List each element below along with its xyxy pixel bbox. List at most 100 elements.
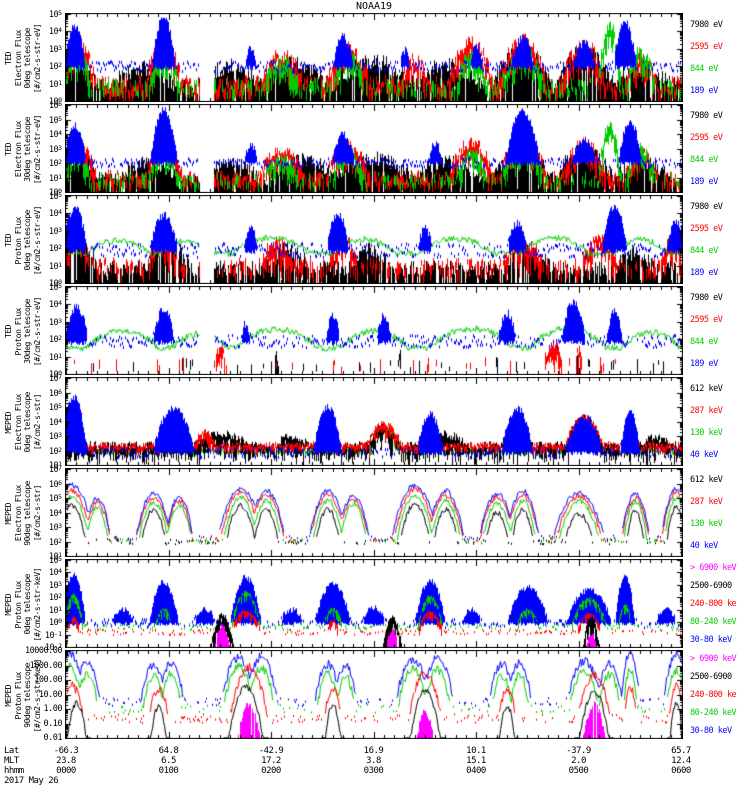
y-tick-label: 107 bbox=[48, 464, 62, 475]
legend-entry: 7980 eV bbox=[690, 201, 723, 212]
y-tick-label: 0.01 bbox=[43, 733, 63, 743]
y-tick-label: 101 bbox=[48, 351, 62, 363]
y-tick-label: 101 bbox=[48, 604, 62, 616]
y-tick-label: 106 bbox=[48, 387, 62, 399]
flux-panel-meped-proton-0deg: MEPED Proton Flux 0deg telescope [#/cm2-s-s… bbox=[0, 555, 750, 653]
y-tick-label: 104 bbox=[48, 208, 62, 220]
y-tick-label: 102 bbox=[48, 592, 62, 604]
x-tick-hhmm: 0400 bbox=[466, 766, 486, 776]
legend-entry: 130 keV bbox=[690, 519, 723, 530]
panel-legend: 7980 eV 2595 eV 844 eV 189 eV bbox=[690, 196, 750, 285]
panel-legend: 7980 eV 2595 eV 844 eV 189 eV bbox=[690, 14, 750, 103]
y-tick-label: 102 bbox=[48, 243, 62, 255]
panel-legend: > 6900 keV 2500-6900 240-800 ke 80-240 keV 3… bbox=[690, 560, 750, 649]
legend-entry: 40 keV bbox=[690, 541, 718, 552]
y-tick-label: 10-1 bbox=[44, 629, 62, 641]
x-tick-mlt: 6.5 bbox=[161, 756, 176, 766]
legend-entry: 240-800 ke bbox=[690, 689, 737, 700]
legend-entry: 189 eV bbox=[690, 177, 718, 188]
legend-entry: 2500-6900 bbox=[690, 672, 732, 683]
legend-entry: 189 eV bbox=[690, 268, 718, 279]
x-tick-hhmm: 0000 bbox=[56, 766, 76, 776]
panel-legend: 7980 eV 2595 eV 844 eV 189 eV bbox=[690, 287, 750, 376]
flux-panel-meped-proton-90deg: MEPED Proton Flux 90deg telescope [#/cm2-s-… bbox=[0, 647, 750, 743]
legend-entry: 80-240 keV bbox=[690, 616, 737, 627]
panel-legend: 7980 eV 2595 eV 844 eV 189 eV bbox=[690, 105, 750, 194]
y-tick-label: 100 bbox=[48, 278, 62, 289]
y-tick-label: 102 bbox=[48, 158, 62, 169]
x-tick-lat: 16.9 bbox=[363, 746, 384, 756]
x-axis-block: Lat MLT hhmm -66.3 23.8 0000 64.8 6.5 0100 -42.9 1… bbox=[0, 742, 750, 800]
legend-entry: 189 eV bbox=[690, 86, 718, 97]
y-tick-label: 101 bbox=[48, 551, 62, 562]
y-tick-label: 103 bbox=[48, 225, 62, 237]
x-tick-hhmm: 0600 bbox=[671, 766, 691, 776]
y-tick-label: 103 bbox=[48, 316, 62, 328]
y-tick-label: 105 bbox=[48, 282, 62, 293]
y-tick-label: 100 bbox=[48, 187, 62, 198]
y-tick-label: 10.00 bbox=[38, 689, 63, 700]
legend-entry: 80-240 keV bbox=[690, 707, 737, 718]
y-tick-label: 105 bbox=[48, 402, 62, 413]
x-axis-row-label: MLT bbox=[4, 756, 19, 766]
y-tick-label: 104 bbox=[48, 129, 62, 140]
y-tick-label: 100 bbox=[48, 369, 62, 380]
panel-left-label-line: Proton Flux bbox=[13, 216, 23, 265]
y-tick-label: 104 bbox=[48, 299, 62, 311]
x-tick-mlt: 3.8 bbox=[366, 756, 381, 766]
y-tick-label: 0.10 bbox=[43, 718, 63, 729]
y-tick-label: 101 bbox=[48, 460, 62, 471]
y-tick-label: 100 bbox=[48, 617, 62, 629]
y-tick-label: 102 bbox=[48, 61, 62, 73]
flux-plot-canvas-ted-electron-30deg bbox=[65, 104, 683, 193]
x-tick-lat: -66.3 bbox=[53, 746, 79, 756]
legend-entry: 240-800 ke bbox=[690, 598, 737, 609]
legend-entry: 2595 eV bbox=[690, 223, 723, 234]
legend-entry: 844 eV bbox=[690, 337, 718, 348]
y-tick-label: 103 bbox=[48, 143, 62, 155]
y-tick-label: 10-2 bbox=[44, 642, 62, 653]
legend-entry: 7980 eV bbox=[690, 292, 723, 303]
y-tick-label: 102 bbox=[48, 536, 62, 548]
legend-entry: 7980 eV bbox=[690, 19, 723, 30]
x-tick-mlt: 12.4 bbox=[671, 756, 691, 766]
x-axis-date: 2017 May 26 bbox=[4, 776, 59, 786]
x-tick-lat: -42.9 bbox=[258, 746, 284, 756]
y-tick-label: 1.00 bbox=[43, 704, 63, 714]
panel-legend: 612 keV 287 keV 130 keV 40 keV bbox=[690, 378, 750, 467]
flux-plot-canvas-ted-electron-0deg bbox=[65, 13, 683, 102]
legend-entry: 844 eV bbox=[690, 64, 718, 75]
legend-entry: 2595 eV bbox=[690, 314, 723, 325]
y-tick-label: 105 bbox=[48, 555, 62, 566]
y-tick-label: 107 bbox=[48, 373, 62, 384]
x-axis-row-label: Lat bbox=[4, 746, 19, 756]
legend-entry: 612 keV bbox=[690, 383, 723, 394]
y-tick-label: 104 bbox=[48, 26, 62, 38]
y-tick-label: 106 bbox=[48, 100, 62, 111]
legend-entry: 7980 eV bbox=[690, 110, 723, 121]
legend-entry: 130 keV bbox=[690, 428, 723, 439]
flux-panel-ted-electron-0deg: TED Electron Flux 0deg telescope [#/cm2-s-s… bbox=[0, 9, 750, 106]
legend-entry: 287 keV bbox=[690, 405, 723, 416]
y-tick-label: 103 bbox=[48, 522, 62, 533]
flux-plot-canvas-ted-proton-30deg bbox=[65, 286, 683, 375]
y-tick-label: 105 bbox=[48, 114, 62, 126]
y-tick-label: 101 bbox=[48, 260, 62, 272]
y-tick-label: 105 bbox=[48, 9, 62, 20]
panel-legend: > 6900 keV 2500-6900 240-800 ke 80-240 keV 3… bbox=[690, 651, 750, 740]
x-tick-hhmm: 0100 bbox=[158, 766, 179, 776]
y-tick-label: 103 bbox=[48, 579, 62, 591]
flux-plot-canvas-meped-proton-90deg bbox=[65, 650, 683, 739]
flux-plot-canvas-meped-proton-0deg bbox=[65, 559, 683, 648]
x-tick-mlt: 15.1 bbox=[466, 756, 486, 766]
legend-entry: 844 eV bbox=[690, 246, 718, 257]
y-tick-label: 102 bbox=[48, 445, 62, 457]
flux-panel-meped-electron-90deg: MEPED Electron Flux 90deg telescope [#/cm2-… bbox=[0, 464, 750, 562]
y-tick-label: 100.00 bbox=[34, 675, 62, 685]
legend-entry: 612 keV bbox=[690, 474, 723, 485]
x-tick-lat: -37.9 bbox=[566, 746, 591, 756]
legend-entry: 40 keV bbox=[690, 450, 718, 461]
flux-panel-ted-proton-30deg: TED Proton Flux 30deg telescope [#/cm2-s-st… bbox=[0, 282, 750, 380]
x-tick-mlt: 2.0 bbox=[571, 756, 586, 766]
